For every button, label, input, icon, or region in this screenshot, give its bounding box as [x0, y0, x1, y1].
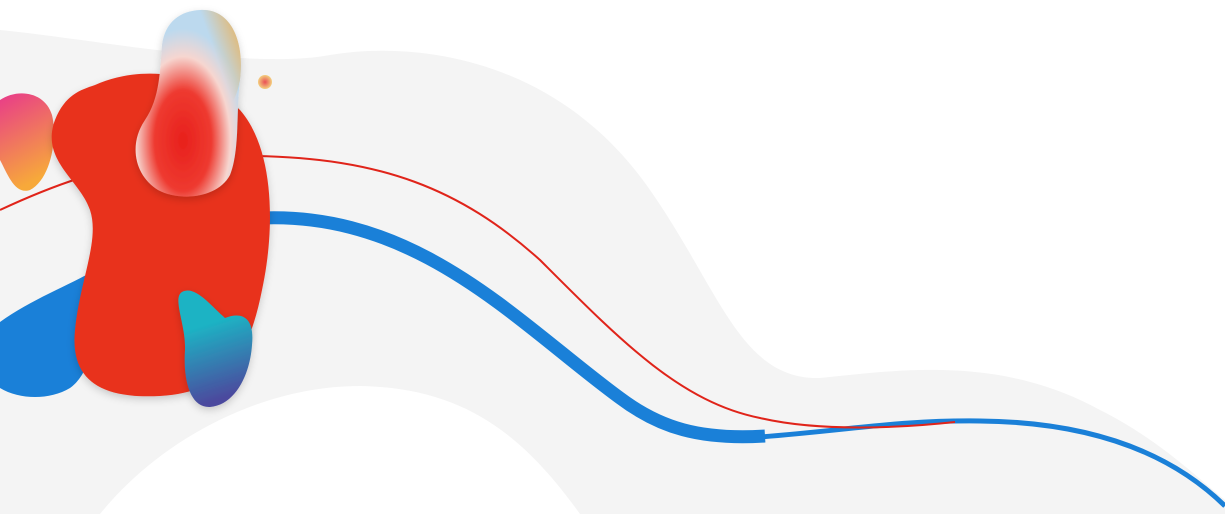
glass-drop-highlight	[200, 9, 241, 104]
small-dot	[258, 75, 272, 89]
pink-blob	[0, 93, 54, 191]
blue-ribbon-thin	[759, 418, 1225, 508]
blue-blob	[0, 270, 97, 397]
background-wave	[0, 30, 1225, 514]
red-line	[254, 155, 956, 429]
teal-blob	[178, 290, 253, 408]
blue-ribbon-thick	[261, 211, 766, 444]
